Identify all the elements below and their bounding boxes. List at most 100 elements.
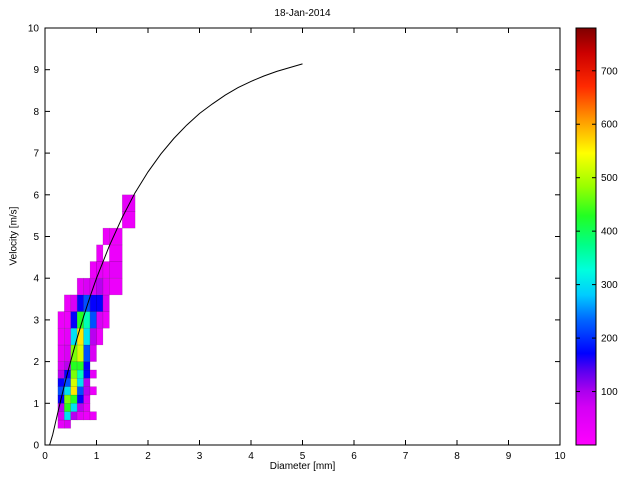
heatmap-cell xyxy=(89,386,97,396)
heatmap-cell xyxy=(70,361,78,371)
y-tick-label: 4 xyxy=(33,274,39,285)
heatmap-cell xyxy=(76,411,84,421)
heatmap-cell xyxy=(76,294,84,312)
heatmap-cell xyxy=(109,277,123,296)
heatmap-cell xyxy=(83,411,91,421)
heatmap-cell xyxy=(96,294,104,312)
heatmap-cell xyxy=(102,261,110,279)
heatmap-cell xyxy=(96,277,104,296)
heatmap-cell xyxy=(57,369,65,379)
heatmap-cell xyxy=(57,411,65,421)
y-tick-label: 10 xyxy=(28,24,40,35)
heatmap-cell xyxy=(70,394,78,404)
heatmap-cell xyxy=(109,227,123,246)
heatmap-cell xyxy=(109,261,123,279)
heatmap-cell xyxy=(83,394,91,404)
heatmap-cell xyxy=(102,294,110,312)
y-tick-label: 1 xyxy=(33,399,39,410)
heatmap-cell xyxy=(70,377,78,387)
heatmap-cell xyxy=(83,386,91,396)
y-tick-label: 2 xyxy=(33,357,39,368)
heatmap-cell xyxy=(70,369,78,379)
y-tick-label: 3 xyxy=(33,315,39,326)
heatmap-cell xyxy=(96,311,104,329)
x-tick-label: 6 xyxy=(351,451,357,462)
colorbar-tick-label: 400 xyxy=(601,227,618,238)
x-tick-label: 4 xyxy=(248,451,254,462)
heatmap-cell xyxy=(76,377,84,387)
colorbar-tick-label: 100 xyxy=(601,387,618,398)
x-tick-label: 8 xyxy=(454,451,460,462)
heatmap-cell xyxy=(76,344,84,362)
heatmap-cell xyxy=(89,311,97,329)
x-tick-label: 2 xyxy=(145,451,151,462)
heatmap-cell xyxy=(83,361,91,371)
heatmap-cell xyxy=(102,227,110,246)
y-tick-label: 6 xyxy=(33,190,39,201)
heatmap-cell xyxy=(76,369,84,379)
heatmap-cell xyxy=(57,361,65,371)
y-tick-label: 9 xyxy=(33,65,39,76)
heatmap-cell xyxy=(76,402,84,412)
plot-background xyxy=(45,28,560,445)
heatmap-cell xyxy=(64,294,72,312)
heatmap-cell xyxy=(76,277,84,296)
x-tick-label: 3 xyxy=(197,451,203,462)
heatmap-cell xyxy=(96,327,104,346)
heatmap-cell xyxy=(102,311,110,329)
y-tick-label: 5 xyxy=(33,232,39,243)
heatmap-cell xyxy=(64,419,72,429)
heatmap-cell xyxy=(70,311,78,329)
heatmap-cell xyxy=(76,361,84,371)
heatmap-cell xyxy=(89,369,97,379)
heatmap-cell xyxy=(57,344,65,362)
heatmap-cell xyxy=(76,394,84,404)
heatmap-cell xyxy=(70,294,78,312)
colorbar-tick-label: 500 xyxy=(601,173,618,184)
heatmap-cell xyxy=(64,344,72,362)
colorbar-tick-label: 300 xyxy=(601,280,618,291)
heatmap-cell xyxy=(64,327,72,346)
heatmap-cells xyxy=(57,194,136,429)
heatmap-cell xyxy=(83,277,91,296)
x-axis-label: Diameter [mm] xyxy=(269,461,336,472)
y-tick-label: 7 xyxy=(33,149,39,160)
heatmap-cell xyxy=(102,277,110,296)
heatmap-cell xyxy=(89,411,97,421)
heatmap-cell xyxy=(64,386,72,396)
heatmap-cell xyxy=(83,294,91,312)
heatmap-cell xyxy=(109,244,123,262)
heatmap-cell xyxy=(89,261,97,279)
chart-title: 18-Jan-2014 xyxy=(274,8,331,19)
heatmap-cell xyxy=(64,402,72,412)
y-tick-label: 8 xyxy=(33,107,39,118)
heatmap-cell xyxy=(64,311,72,329)
heatmap-cell xyxy=(70,402,78,412)
heatmap-cell xyxy=(57,419,65,429)
heatmap-cell xyxy=(76,386,84,396)
x-tick-label: 0 xyxy=(42,451,48,462)
colorbar-tick-label: 600 xyxy=(601,120,618,131)
heatmap-cell xyxy=(83,327,91,346)
heatmap-cell xyxy=(57,327,65,346)
heatmap-cell xyxy=(57,311,65,329)
colorbar-tick-label: 700 xyxy=(601,66,618,77)
x-tick-label: 1 xyxy=(94,451,100,462)
heatmap-cell xyxy=(70,386,78,396)
heatmap-cell xyxy=(83,344,91,362)
heatmap-cell xyxy=(83,377,91,387)
colorbar-tick-label: 200 xyxy=(601,334,618,345)
y-tick-label: 0 xyxy=(33,441,39,452)
colorbar xyxy=(575,27,597,446)
heatmap-cell xyxy=(70,411,78,421)
heatmap-cell xyxy=(64,394,72,404)
x-tick-label: 7 xyxy=(403,451,409,462)
heatmap-cell xyxy=(83,369,91,379)
heatmap-cell xyxy=(89,344,97,362)
heatmap-cell xyxy=(89,294,97,312)
x-tick-label: 10 xyxy=(554,451,566,462)
x-tick-label: 5 xyxy=(300,451,306,462)
heatmap-cell xyxy=(83,402,91,412)
heatmap-cell xyxy=(64,411,72,421)
